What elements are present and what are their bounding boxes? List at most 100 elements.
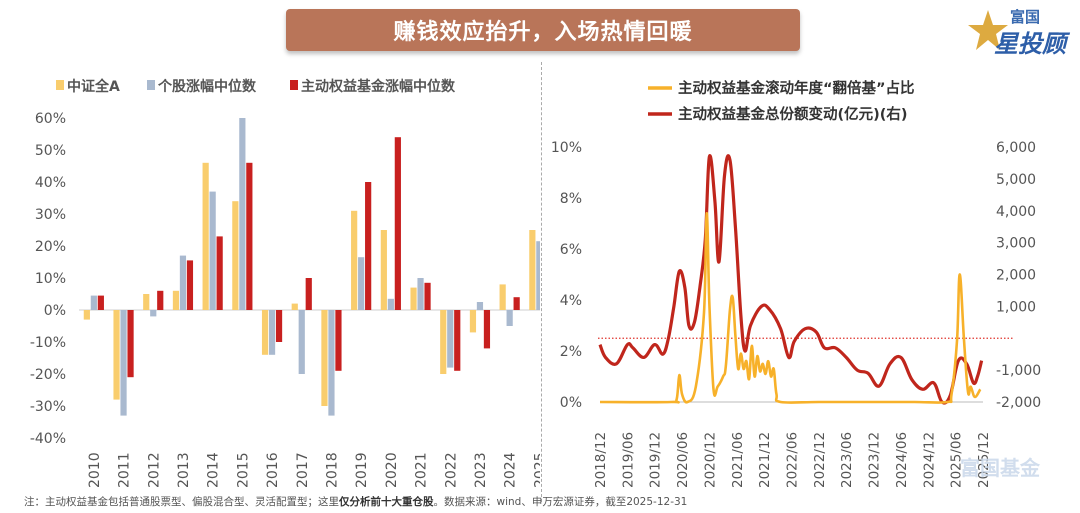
page-title: 赚钱效应抬升，入场热情回暖 <box>393 20 693 45</box>
bar-fund <box>186 260 194 310</box>
bar-csi <box>291 303 298 310</box>
bar-stock <box>447 310 454 368</box>
x-tick-label: 2022/12 <box>812 432 828 488</box>
x-tick-label: 2010 <box>87 452 103 488</box>
y-tick-label: 50% <box>35 143 66 159</box>
x-tick-label: 2013 <box>176 452 192 488</box>
x-tick-label: 2018/12 <box>593 432 609 488</box>
bar-stock <box>387 298 394 310</box>
x-tick-label: 2021/06 <box>730 432 746 488</box>
bar-stock <box>150 310 157 317</box>
footnote-prefix: 注：主动权益基金包括普通股票型、偏股混合型、灵活配置型；这里 <box>24 496 339 508</box>
bar-fund <box>424 282 431 310</box>
x-tick-label: 2019/12 <box>648 432 664 488</box>
legend-swatch-csi <box>56 80 64 90</box>
bar-stock <box>417 278 424 310</box>
bar-stock <box>358 257 365 310</box>
bar-csi <box>529 230 536 310</box>
bar-stock <box>328 310 335 416</box>
bar-fund <box>394 137 401 310</box>
bar-stock <box>298 310 305 374</box>
right-y-tick-label: 6,000 <box>996 140 1036 156</box>
x-tick-label: 2019 <box>354 452 370 488</box>
legend-swatch-fund <box>290 80 298 90</box>
footnote-suffix: 。数据来源：wind、申万宏源证券，截至2025-12-31 <box>433 496 688 508</box>
bar-csi <box>83 310 90 320</box>
bar-csi <box>380 230 387 310</box>
right-x-axis: 2018/12 2019/06 2019/12 2020/06 2020/12 2021/… <box>593 432 992 488</box>
brand-top-text: 富国 <box>1010 8 1041 26</box>
right-y-tick-label: 4,000 <box>996 204 1036 220</box>
left-y-tick-label: 8% <box>560 191 582 207</box>
bar-fund <box>216 236 223 310</box>
x-tick-label: 2025/06 <box>949 432 965 488</box>
bar-fund <box>513 297 520 310</box>
bar-csi <box>410 287 417 310</box>
y-tick-label: 60% <box>35 111 66 127</box>
star-icon <box>968 10 1008 50</box>
bar-csi <box>172 290 180 310</box>
left-legend: 中证全A 个股涨幅中位数 主动权益基金涨幅中位数 <box>56 78 456 95</box>
returns-bar-chart: 中证全A 个股涨幅中位数 主动权益基金涨幅中位数 60% 50% 40% 30% 20%… <box>30 78 540 488</box>
x-tick-label: 2014 <box>206 452 222 488</box>
x-tick-label: 2020/06 <box>675 432 691 488</box>
x-tick-label: 2025 <box>532 452 540 488</box>
bar-csi <box>499 284 506 310</box>
title-banner: 赚钱效应抬升，入场热情回暖 <box>286 9 800 51</box>
right-y-tick-label: 1,000 <box>996 299 1036 315</box>
left-y-tick-label: 10% <box>551 140 582 156</box>
bar-csi <box>321 310 328 406</box>
bar-fund <box>335 310 342 371</box>
x-tick-label: 2018 <box>324 452 340 488</box>
bar-csi <box>113 310 120 400</box>
x-tick-label: 2020 <box>384 452 400 488</box>
bar-csi <box>202 162 209 310</box>
bar-fund <box>365 182 372 310</box>
y-tick-label: 10% <box>35 271 66 287</box>
x-tick-label: 2024/06 <box>894 432 910 488</box>
x-tick-label: 2024/12 <box>921 432 937 488</box>
right-y-tick-label: 5,000 <box>996 172 1036 188</box>
y-tick-label: 0% <box>44 303 66 319</box>
x-tick-label: 2023 <box>473 452 489 488</box>
bar-stock <box>536 241 540 310</box>
bar-stock <box>476 302 484 310</box>
left-y-axis: 60% 50% 40% 30% 20% 10% 0% -10% -20% -30% -40% <box>30 111 540 447</box>
y-tick-label: -10% <box>30 335 66 351</box>
bar-fund <box>483 310 491 349</box>
watermark-text: 富国基金 <box>960 456 1040 480</box>
bar-stock <box>209 191 216 310</box>
bar-fund <box>157 290 164 310</box>
bar-csi <box>469 310 477 333</box>
bar-fund <box>97 295 104 310</box>
left-bars <box>83 118 540 416</box>
bar-fund <box>454 310 461 371</box>
brand-main-text: 星投顾 <box>994 30 1066 58</box>
x-tick-label: 2015 <box>235 452 251 488</box>
y-tick-label: 20% <box>35 239 66 255</box>
y-tick-label: -40% <box>30 431 66 447</box>
bar-stock <box>506 310 513 326</box>
fund-share-change-line <box>598 154 984 405</box>
x-tick-label: 2012 <box>146 452 162 488</box>
x-tick-label: 2020/12 <box>702 432 718 488</box>
y-tick-label: 30% <box>35 207 66 223</box>
legend-label-ratio: 主动权益基金滚动年度“翻倍基”占比 <box>678 79 915 97</box>
x-tick-label: 2023/06 <box>839 432 855 488</box>
bar-csi <box>440 310 447 374</box>
bar-fund <box>305 278 312 310</box>
y-tick-label: -20% <box>30 367 66 383</box>
left-y-tick-label: 0% <box>560 395 582 411</box>
bar-stock <box>90 295 97 310</box>
bar-stock <box>179 255 187 310</box>
bar-fund <box>275 310 283 342</box>
bar-stock <box>268 310 276 355</box>
chart-divider <box>541 62 542 502</box>
x-tick-label: 2024 <box>503 452 519 488</box>
legend-swatch-stock <box>147 80 155 90</box>
right-left-y-axis: 10% 8% 6% 4% 2% 0% <box>551 140 582 411</box>
footnote: 注：主动权益基金包括普通股票型、偏股混合型、灵活配置型；这里仅分析前十大重仓股。… <box>24 494 687 509</box>
doubling-fund-ratio-line <box>599 211 982 404</box>
footnote-bold: 仅分析前十大重仓股 <box>339 496 434 508</box>
right-y-tick-label: 3,000 <box>996 236 1036 252</box>
